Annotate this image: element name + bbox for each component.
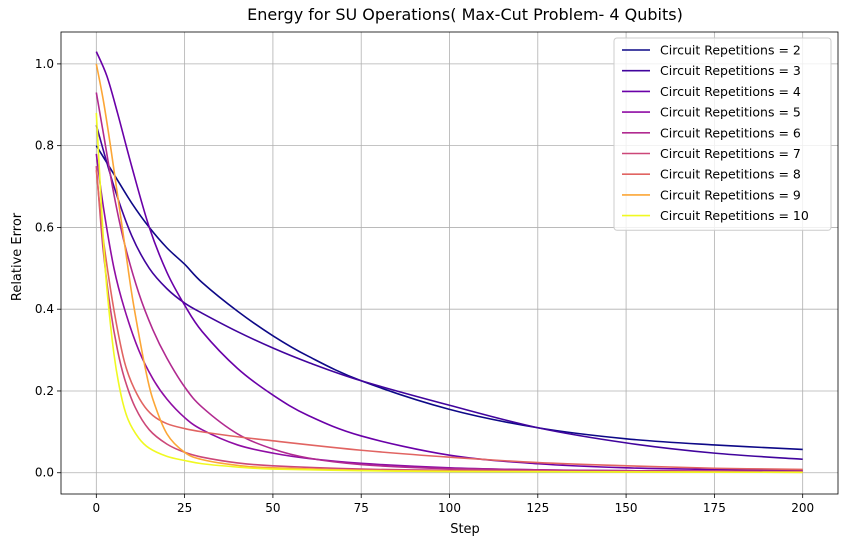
legend-box [613,37,832,231]
series-layer [95,51,803,474]
y-tick-label: 0.6 [35,220,54,234]
legend-entry: Circuit Repetitions = 3 [660,63,801,78]
x-tick-label: 25 [177,501,192,515]
series-line-7 [95,170,803,471]
legend-entry: Circuit Repetitions = 4 [660,84,801,99]
series-line-1 [95,145,803,451]
y-axis: 0.0 0.2 0.4 0.6 0.8 1.0 [35,57,61,480]
legend-entry: Circuit Repetitions = 6 [660,125,801,140]
y-tick-label: 0.8 [35,139,54,153]
legend-entry: Circuit Repetitions = 10 [660,208,809,223]
legend-entry: Circuit Repetitions = 9 [660,187,801,202]
chart-title: Energy for SU Operations( Max-Cut Proble… [247,5,683,24]
legend-entry: Circuit Repetitions = 8 [660,167,801,182]
series-line-9 [95,112,803,474]
y-tick-label: 0.2 [35,384,54,398]
x-tick-label: 100 [438,501,461,515]
y-tick-label: 0.4 [35,302,54,316]
x-tick-label: 75 [354,501,369,515]
y-axis-label: Relative Error [10,212,25,301]
legend-entry: Circuit Repetitions = 2 [660,43,801,58]
x-tick-label: 125 [526,501,549,515]
legend-entry: Circuit Repetitions = 7 [660,146,801,161]
x-tick-label: 0 [92,501,100,515]
series-line-3 [95,51,803,472]
series-line-2 [95,124,803,461]
x-axis-label: Step [450,522,480,537]
legend-entry: Circuit Repetitions = 5 [660,105,801,120]
x-tick-label: 175 [703,501,726,515]
y-tick-label: 1.0 [35,57,54,71]
legend: Circuit Repetitions = 2 Circuit Repetitio… [613,37,832,231]
x-tick-label: 50 [265,501,280,515]
x-tick-label: 150 [615,501,638,515]
x-tick-label: 200 [791,501,814,515]
x-axis: 0 25 50 75 100 125 150 175 200 [92,494,814,515]
series-line-5 [95,92,803,473]
y-tick-label: 0.0 [35,466,54,480]
